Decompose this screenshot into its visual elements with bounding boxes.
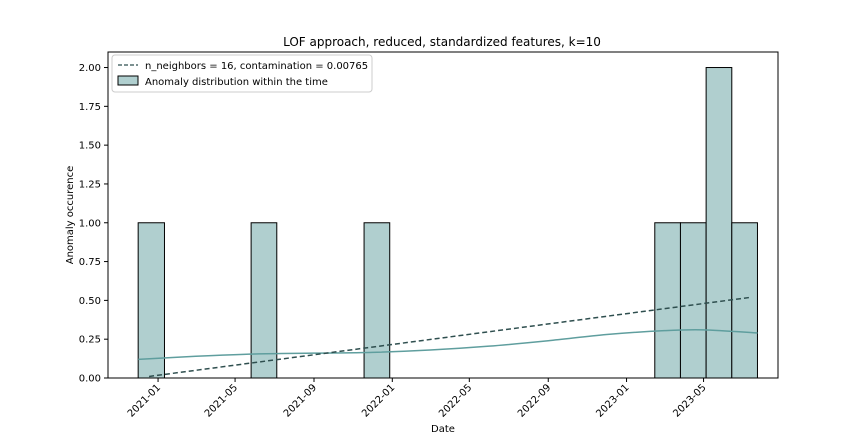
y-tick-label-2: 0.50 [79,296,101,307]
histogram-bar-4 [679,222,707,379]
y-tick-label-5: 1.25 [79,179,101,190]
x-tick-label-3: 2022-01 [360,382,397,419]
y-tick-label-0: 0.00 [79,374,101,385]
legend-bar-swatch [117,75,139,86]
x-tick-label-4: 2022-05 [437,382,474,419]
legend: n_neighbors = 16, contamination = 0.0076… [111,54,373,93]
histogram-bar-3 [654,222,681,379]
chart-title: LOF approach, reduced, standardized feat… [283,35,601,49]
y-tick-label-4: 1.00 [79,218,101,229]
x-tick-label-1: 2021-05 [203,382,240,419]
legend-box [111,54,373,93]
y-tick-label-1: 0.25 [79,335,101,346]
histogram-bar-0 [137,222,165,379]
legend-bar-label: Anomaly distribution within the time [145,77,328,88]
histogram-bar-5 [705,67,733,379]
axes-layer [107,51,779,379]
legend-trend-label: n_neighbors = 16, contamination = 0.0076… [145,61,368,72]
histogram-bar-2 [363,222,391,379]
x-tick-label-5: 2022-09 [516,382,553,419]
y-tick-label-6: 1.50 [79,141,101,152]
ticks-layer: 0.00 0.25 0.50 0.75 1.00 1.25 1.50 1.75 2.00 2021… [79,63,709,420]
plot-frame [107,51,779,379]
trend-layer [148,296,752,378]
kde-layer [138,328,758,361]
histogram-bar-6 [731,222,758,379]
x-tick-label-6: 2023-01 [594,382,631,419]
x-tick-label-2: 2021-09 [282,382,319,419]
y-tick-label-3: 0.75 [79,257,101,268]
x-axis-label: Date [431,424,455,432]
x-tick-label-7: 2023-05 [671,382,708,419]
y-tick-label-7: 1.75 [79,102,101,113]
x-tick-label-0: 2021-01 [126,382,163,419]
bars-layer [137,67,758,379]
y-tick-label-8: 2.00 [79,63,101,74]
y-axis-label: Anomaly occurence [65,166,76,265]
trend-line [148,296,752,378]
histogram-bar-1 [250,222,278,379]
kde-curve [138,328,758,361]
